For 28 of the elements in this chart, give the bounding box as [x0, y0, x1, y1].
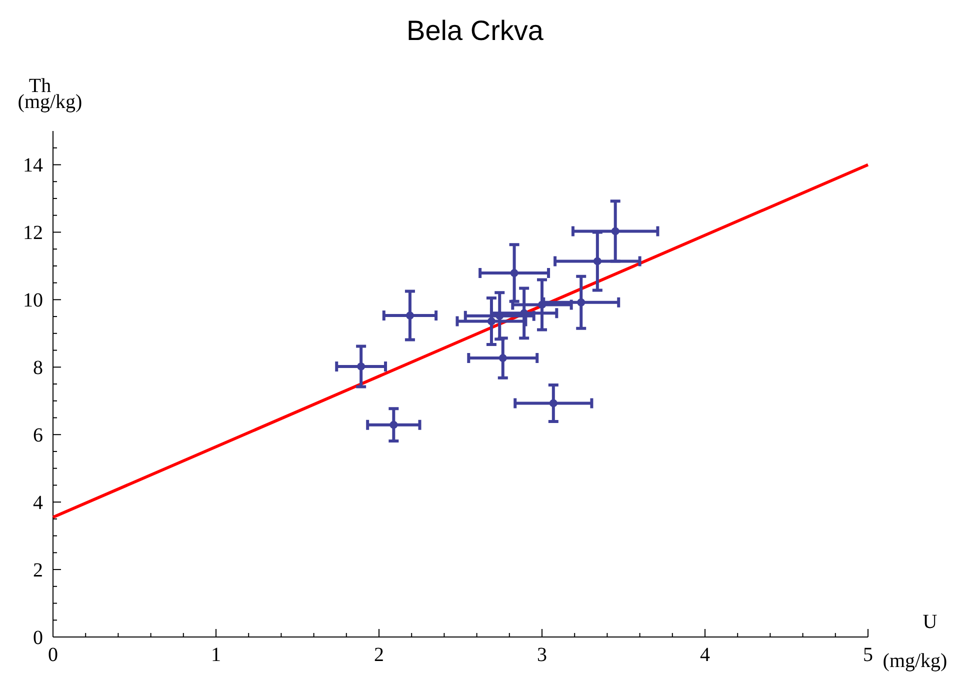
y-tick-label: 8 — [33, 357, 43, 380]
x-tick-label: 3 — [537, 644, 547, 666]
y-tick-label: 14 — [23, 154, 43, 177]
y-tick-label: 12 — [23, 222, 43, 244]
x-tick-label: 5 — [863, 644, 873, 666]
x-tick-label: 2 — [374, 644, 384, 666]
point — [538, 300, 546, 309]
x-tick-label: 4 — [700, 644, 710, 666]
chart-title: Bela Crkva — [406, 15, 544, 46]
x-tick-label: 1 — [211, 644, 221, 666]
x-axis-title: U (mg/kg) — [882, 611, 948, 672]
y-tick-label: 0 — [33, 627, 43, 649]
y-tick-label: 6 — [33, 424, 43, 447]
x-tick-label: 0 — [48, 644, 58, 666]
point — [510, 269, 518, 278]
point — [487, 317, 496, 326]
point — [406, 312, 414, 320]
y-tick-label: 10 — [23, 290, 43, 312]
y-tick-label: 4 — [33, 492, 43, 514]
y-axis-title: Th (mg/kg) — [18, 75, 82, 113]
point — [611, 227, 620, 236]
point — [593, 257, 602, 266]
point — [549, 399, 558, 408]
point — [498, 354, 507, 362]
point — [357, 362, 366, 370]
point — [390, 420, 398, 429]
point — [577, 298, 586, 306]
y-tick-label: 2 — [33, 560, 43, 582]
